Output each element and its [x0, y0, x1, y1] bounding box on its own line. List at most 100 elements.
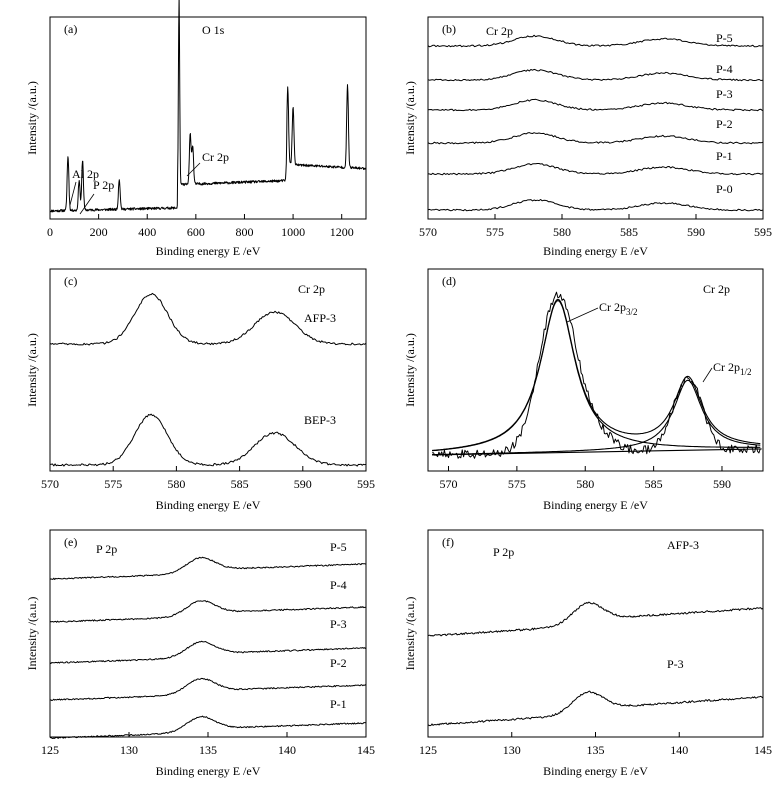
x-tick-label: 585	[231, 477, 249, 491]
plot-frame	[49, 268, 367, 472]
annotation-main: Cr 2p	[599, 300, 626, 314]
x-axis-label: Binding energy E /eV	[156, 244, 261, 258]
fit-envelope	[432, 298, 761, 451]
peak-annotation: Cr 2p3/2	[599, 300, 638, 317]
panel-label: (c)	[64, 274, 77, 288]
x-tick-label: 130	[503, 743, 521, 757]
x-tick-label: 145	[754, 743, 772, 757]
element-title: P 2p	[493, 545, 514, 559]
series-label: P-1	[330, 697, 347, 711]
peak-annotation: Cr 2p	[202, 150, 229, 164]
annotation-leader	[69, 181, 77, 206]
x-tick-label: 595	[754, 225, 772, 239]
y-axis-label: Intensity /(a.u.)	[403, 333, 417, 407]
series-line-p-5	[427, 34, 763, 48]
panel-label: (b)	[442, 22, 456, 36]
x-tick-label: 125	[419, 743, 437, 757]
plot-frame	[427, 16, 764, 220]
series-line-p-2	[49, 677, 367, 701]
element-title: P 2p	[96, 542, 117, 556]
peak-annotation: P 2p	[93, 178, 114, 192]
fit-component-cr2p3-2	[432, 299, 761, 452]
series-label: P-1	[716, 149, 733, 163]
x-tick-label: 585	[645, 477, 663, 491]
x-tick-label: 580	[553, 225, 571, 239]
panel-label: (d)	[442, 274, 456, 288]
series-label: P-3	[330, 617, 347, 631]
series-label: P-5	[330, 540, 347, 554]
x-tick-label: 590	[687, 225, 705, 239]
series-label: P-2	[716, 117, 733, 131]
x-tick-label: 590	[294, 477, 312, 491]
panel-f: 125 130 135 140 145 Intensity /(a.u.) Binding …	[403, 529, 772, 778]
panel-c: 570 575 580 585 590 595 Intensity /(a.u.) Bindi…	[25, 268, 375, 512]
element-title: Cr 2p	[703, 282, 730, 296]
x-tick-label: 580	[576, 477, 594, 491]
panel-label: (a)	[64, 22, 77, 36]
series-line-afp-3	[427, 601, 763, 637]
series-line-p-5	[49, 556, 366, 580]
panel-label: (f)	[442, 535, 454, 549]
raw-spectrum-line	[432, 291, 761, 459]
series-line-p-3	[427, 690, 764, 727]
y-axis-label: Intensity /(a.u.)	[403, 81, 417, 155]
x-tick-label: 580	[167, 477, 185, 491]
x-tick-label: 570	[419, 225, 437, 239]
series-line-p-1	[427, 163, 763, 176]
series-label: P-4	[716, 62, 733, 76]
x-axis-label: Binding energy E /eV	[156, 498, 261, 512]
series-label: BEP-3	[304, 413, 336, 427]
series-label: P-0	[716, 182, 733, 196]
series-label: AFP-3	[304, 311, 336, 325]
y-axis-label: Intensity /(a.u.)	[25, 81, 39, 155]
series-line-p-0	[427, 199, 763, 212]
x-tick-label: 575	[508, 477, 526, 491]
series-label: P-5	[716, 31, 733, 45]
survey-spectrum-line	[49, 0, 367, 213]
x-axis-label: Binding energy E /eV	[543, 498, 648, 512]
x-tick-label: 1000	[281, 225, 305, 239]
annotation-main: Cr 2p	[713, 360, 740, 374]
x-tick-label: 575	[486, 225, 504, 239]
baseline	[432, 448, 762, 456]
x-tick-label: 140	[670, 743, 688, 757]
x-tick-label: 575	[104, 477, 122, 491]
element-title: Cr 2p	[298, 282, 325, 296]
x-tick-label: 590	[713, 477, 731, 491]
series-label: P-3	[667, 657, 684, 671]
series-line-afp-3	[49, 292, 367, 346]
plot-frame	[49, 529, 367, 738]
annotation-leader	[79, 193, 95, 215]
plot-frame	[427, 268, 764, 472]
series-label: P-4	[330, 578, 347, 592]
x-tick-label: 595	[357, 477, 375, 491]
series-line-p-3	[427, 98, 763, 112]
x-tick-label: 200	[90, 225, 108, 239]
series-label: P-2	[330, 656, 347, 670]
x-tick-label: 135	[199, 743, 217, 757]
series-line-p-4	[49, 600, 366, 623]
element-title: Cr 2p	[486, 24, 513, 38]
x-tick-label: 570	[440, 477, 458, 491]
x-tick-label: 135	[587, 743, 605, 757]
x-tick-label: 570	[41, 477, 59, 491]
series-label: P-3	[716, 87, 733, 101]
annotation-subscript: 1/2	[740, 367, 752, 377]
peak-annotation: Cr 2p1/2	[713, 360, 752, 377]
annotation-subscript: 3/2	[626, 307, 638, 317]
annotation-leader	[566, 307, 599, 323]
panel-a: 0 200 400 600 800 1000 1200 Intensity /(a.u.) Bi…	[25, 0, 367, 258]
x-tick-label: 130	[120, 743, 138, 757]
series-line-p-4	[427, 68, 763, 82]
x-tick-label: 125	[41, 743, 59, 757]
annotation-leader	[702, 367, 713, 383]
y-axis-label: Intensity /(a.u.)	[403, 597, 417, 671]
panel-e: 125 130 135 140 145 Intensity /(a.u.) Binding …	[25, 529, 375, 778]
x-tick-label: 585	[620, 225, 638, 239]
x-tick-label: 800	[235, 225, 253, 239]
y-axis-label: Intensity /(a.u.)	[25, 597, 39, 671]
annotation-leader	[186, 162, 201, 177]
x-tick-label: 400	[138, 225, 156, 239]
peak-annotation: Al 2p	[72, 167, 99, 181]
